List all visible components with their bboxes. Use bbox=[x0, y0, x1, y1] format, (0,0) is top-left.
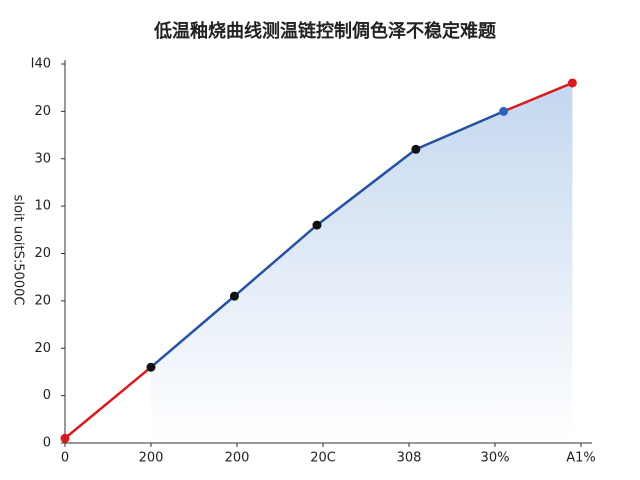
line-segment bbox=[64, 366, 152, 440]
y-tick-label: 0 bbox=[43, 388, 51, 403]
y-tick-label: 0 bbox=[43, 436, 51, 451]
data-point bbox=[567, 78, 577, 88]
y-axis-label: sloit uoitS:5000C bbox=[11, 195, 26, 306]
data-point bbox=[312, 220, 322, 230]
x-tick-label: 30% bbox=[481, 451, 510, 466]
y-tick-label: 20 bbox=[34, 341, 51, 356]
x-tick-label: 20C bbox=[310, 451, 336, 466]
data-point bbox=[411, 144, 421, 154]
line-segment bbox=[150, 295, 236, 369]
data-point bbox=[60, 433, 70, 443]
y-tick-label: 20 bbox=[34, 104, 51, 119]
y-tick-label: I40 bbox=[31, 57, 51, 72]
x-tick-label: 308 bbox=[397, 451, 422, 466]
data-point bbox=[146, 362, 156, 372]
data-point bbox=[229, 291, 239, 301]
y-tick-label: 10 bbox=[34, 199, 51, 214]
line-segment bbox=[503, 81, 573, 113]
chart-title: 低温釉烧曲线测温链控制倜色泽不稳定难题 bbox=[153, 20, 497, 42]
x-tick-label: A1% bbox=[566, 451, 596, 466]
y-tick-label: 30 bbox=[34, 151, 51, 166]
x-tick-label: 200 bbox=[139, 451, 164, 466]
y-tick-label: 20 bbox=[34, 293, 51, 308]
line-segment bbox=[415, 110, 505, 151]
data-point bbox=[499, 106, 509, 116]
x-tick-label: 0 bbox=[61, 451, 69, 466]
line-segment bbox=[316, 148, 417, 227]
x-tick-label: 200 bbox=[225, 451, 250, 466]
area bbox=[151, 82, 573, 443]
y-tick-label: 20 bbox=[34, 246, 51, 261]
line-segment bbox=[233, 224, 318, 298]
